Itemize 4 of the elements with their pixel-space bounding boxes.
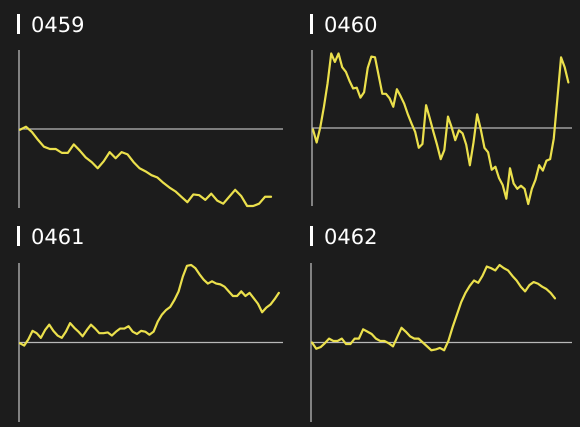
chart-title: 0460 [324, 13, 378, 37]
chart-title: 0462 [324, 225, 378, 249]
chart-title: 0461 [31, 225, 84, 249]
chart-title: 0459 [31, 13, 84, 37]
